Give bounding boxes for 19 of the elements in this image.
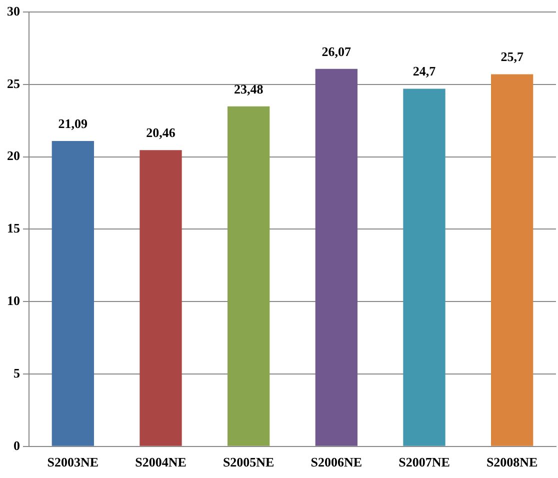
x-tick-label: S2004NE: [135, 454, 186, 470]
data-label: 20,46: [146, 125, 176, 140]
x-tick-label: S2006NE: [310, 454, 362, 470]
x-tick-label: S2008NE: [486, 454, 538, 470]
y-tick-label: 0: [14, 438, 20, 453]
y-tick-label: 20: [7, 148, 20, 164]
data-label: 24,7: [412, 64, 436, 79]
y-tick-label: 30: [7, 3, 20, 18]
y-tick-label: 10: [7, 292, 20, 308]
data-label: 23,48: [234, 81, 264, 96]
data-label: 26,07: [322, 44, 352, 59]
data-label: 21,09: [58, 116, 88, 131]
x-tick-label: S2007NE: [398, 454, 450, 470]
x-tick-label: S2003NE: [47, 454, 99, 470]
data-label: 25,7: [500, 49, 524, 64]
x-tick-label: S2005NE: [222, 454, 274, 470]
y-tick-label: 5: [14, 365, 20, 380]
y-tick-label: 15: [7, 220, 20, 236]
y-tick-label: 25: [7, 76, 20, 91]
